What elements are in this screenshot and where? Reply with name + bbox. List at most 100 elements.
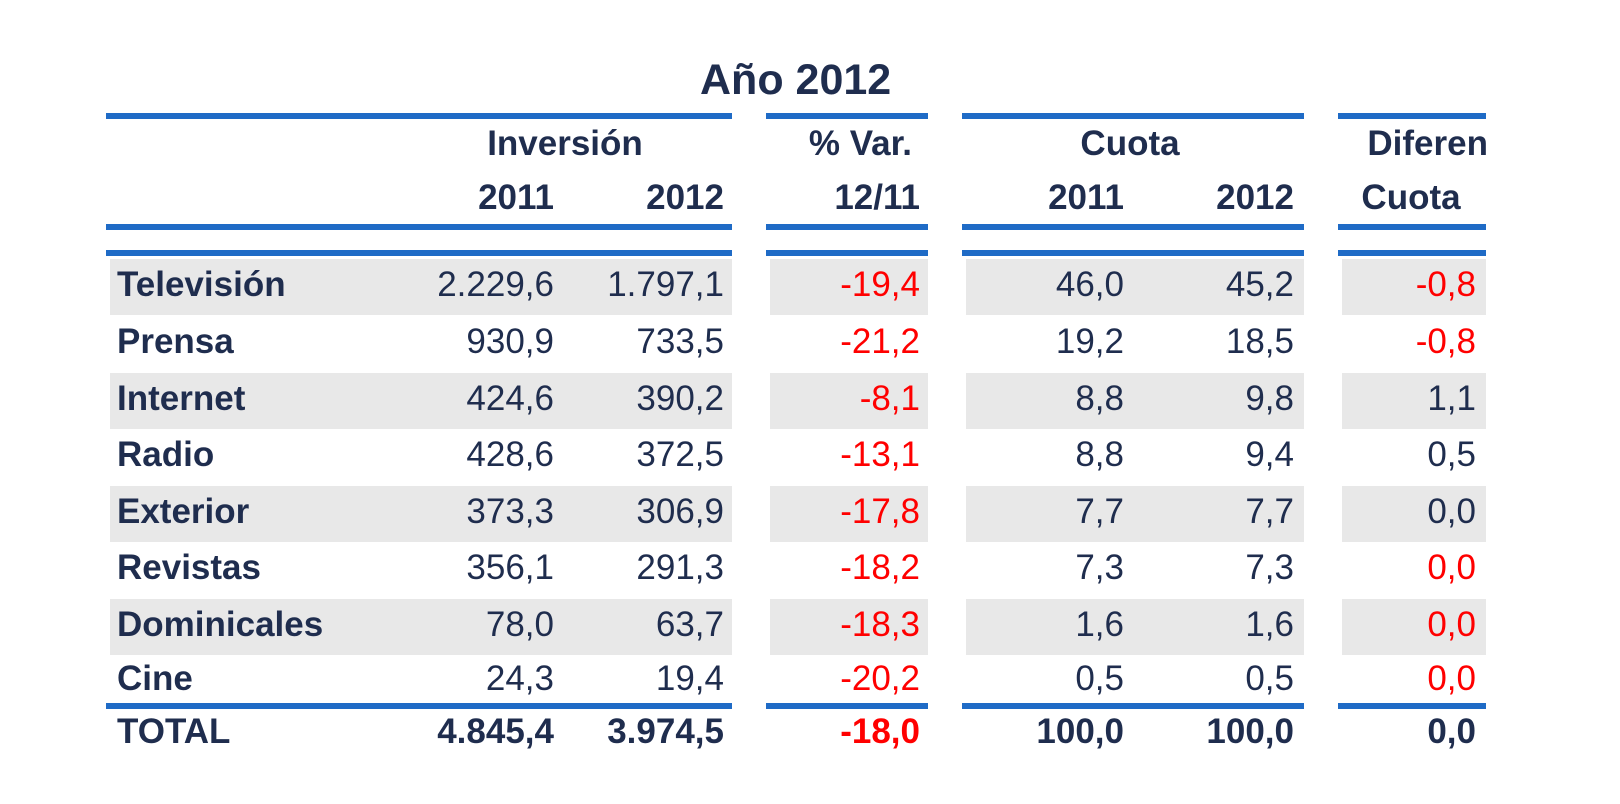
cell-cuota-2011: 46,0 bbox=[1055, 265, 1124, 304]
cell-var: -20,2 bbox=[840, 659, 920, 698]
cell-cuota-2011: 7,3 bbox=[1075, 548, 1124, 587]
header-var-bottom: 12/11 bbox=[834, 178, 920, 217]
band-dif bbox=[1342, 373, 1486, 429]
rule-header-cuota bbox=[962, 224, 1304, 230]
cell-dif: 0,5 bbox=[1427, 435, 1476, 474]
row-label: Radio bbox=[117, 435, 215, 474]
cell-var: -19,4 bbox=[840, 265, 920, 304]
cell-dif: 1,1 bbox=[1427, 379, 1476, 418]
cell-cuota-2011: 0,5 bbox=[1075, 659, 1124, 698]
cell-cuota-2011: 8,8 bbox=[1075, 379, 1124, 418]
cell-cuota-2011: 8,8 bbox=[1075, 435, 1124, 474]
band-inversion bbox=[110, 486, 732, 542]
total-cuota-2012: 100,0 bbox=[1206, 712, 1294, 751]
total-dif: 0,0 bbox=[1427, 712, 1476, 751]
cell-var: -18,3 bbox=[840, 605, 920, 644]
band-var bbox=[770, 599, 928, 655]
cell-cuota-2012: 0,5 bbox=[1245, 659, 1294, 698]
total-label: TOTAL bbox=[117, 712, 231, 751]
cell-inv-2012: 19,4 bbox=[655, 659, 724, 698]
cell-inv-2011: 424,6 bbox=[466, 379, 554, 418]
row-label: Internet bbox=[117, 379, 246, 418]
band-dif bbox=[1342, 486, 1486, 542]
rule-header-dif bbox=[1338, 224, 1486, 230]
band-dif bbox=[1342, 599, 1486, 655]
cell-cuota-2011: 7,7 bbox=[1075, 492, 1124, 531]
cell-dif: 0,0 bbox=[1427, 548, 1476, 587]
rule-header-var bbox=[766, 224, 928, 230]
cell-inv-2012: 1.797,1 bbox=[607, 265, 724, 304]
cell-cuota-2012: 7,7 bbox=[1245, 492, 1294, 531]
cell-var: -8,1 bbox=[859, 379, 920, 418]
cell-cuota-2011: 19,2 bbox=[1055, 322, 1124, 361]
band-inversion bbox=[110, 259, 732, 315]
band-cuota bbox=[966, 486, 1304, 542]
band-var bbox=[770, 373, 928, 429]
band-var bbox=[770, 259, 928, 315]
cell-cuota-2012: 1,6 bbox=[1245, 605, 1294, 644]
cell-cuota-2012: 45,2 bbox=[1225, 265, 1294, 304]
header-var-top: % Var. bbox=[808, 124, 912, 163]
band-inversion bbox=[110, 599, 732, 655]
cell-inv-2011: 373,3 bbox=[466, 492, 554, 531]
header-dif-top: Diferen bbox=[1367, 124, 1488, 163]
total-inv-2011: 4.845,4 bbox=[437, 712, 554, 751]
header-inv-2011: 2011 bbox=[478, 178, 554, 217]
row-label: Televisión bbox=[117, 265, 286, 304]
cell-inv-2012: 733,5 bbox=[636, 322, 724, 361]
rule-top-var bbox=[766, 113, 928, 119]
total-cuota-2011: 100,0 bbox=[1036, 712, 1124, 751]
cell-dif: -0,8 bbox=[1415, 265, 1476, 304]
rule-total-var bbox=[766, 703, 928, 709]
cell-inv-2012: 291,3 bbox=[636, 548, 724, 587]
band-dif bbox=[1342, 259, 1486, 315]
row-label: Revistas bbox=[117, 548, 261, 587]
cell-dif: 0,0 bbox=[1427, 492, 1476, 531]
row-label: Cine bbox=[117, 659, 193, 698]
cell-inv-2011: 78,0 bbox=[485, 605, 554, 644]
rule-top-dif bbox=[1338, 113, 1486, 119]
rule-total-cuota bbox=[962, 703, 1304, 709]
cell-inv-2011: 24,3 bbox=[485, 659, 554, 698]
rule-body-cuota bbox=[962, 250, 1304, 256]
rule-body-dif bbox=[1338, 250, 1486, 256]
cell-var: -18,2 bbox=[840, 548, 920, 587]
cell-cuota-2012: 18,5 bbox=[1225, 322, 1294, 361]
rule-total-dif bbox=[1338, 703, 1486, 709]
cell-cuota-2012: 7,3 bbox=[1245, 548, 1294, 587]
rule-body-var bbox=[766, 250, 928, 256]
cell-inv-2011: 2.229,6 bbox=[437, 265, 554, 304]
row-label: Prensa bbox=[117, 322, 234, 361]
cell-dif: -0,8 bbox=[1415, 322, 1476, 361]
header-inversion: Inversión bbox=[487, 124, 643, 163]
cell-var: -17,8 bbox=[840, 492, 920, 531]
band-cuota bbox=[966, 259, 1304, 315]
cell-inv-2012: 63,7 bbox=[655, 605, 724, 644]
total-inv-2012: 3.974,5 bbox=[607, 712, 724, 751]
rule-top-inversion bbox=[106, 113, 732, 119]
cell-cuota-2012: 9,8 bbox=[1245, 379, 1294, 418]
cell-cuota-2012: 9,4 bbox=[1245, 435, 1294, 474]
cell-inv-2011: 356,1 bbox=[466, 548, 554, 587]
cell-cuota-2011: 1,6 bbox=[1075, 605, 1124, 644]
header-inv-2012: 2012 bbox=[646, 178, 724, 217]
row-label: Exterior bbox=[117, 492, 250, 531]
band-inversion bbox=[110, 373, 732, 429]
header-cuota-2011: 2011 bbox=[1048, 178, 1124, 217]
cell-dif: 0,0 bbox=[1427, 659, 1476, 698]
band-var bbox=[770, 486, 928, 542]
cell-inv-2011: 930,9 bbox=[466, 322, 554, 361]
page-title: Año 2012 bbox=[700, 56, 892, 104]
band-cuota bbox=[966, 599, 1304, 655]
cell-inv-2012: 372,5 bbox=[636, 435, 724, 474]
cell-inv-2011: 428,6 bbox=[466, 435, 554, 474]
band-cuota bbox=[966, 373, 1304, 429]
row-label: Dominicales bbox=[117, 605, 324, 644]
rule-body-inversion bbox=[106, 250, 732, 256]
header-cuota: Cuota bbox=[1080, 124, 1180, 163]
rule-total-inversion bbox=[106, 703, 732, 709]
header-dif-bottom: Cuota bbox=[1361, 178, 1461, 217]
cell-var: -13,1 bbox=[840, 435, 920, 474]
cell-inv-2012: 390,2 bbox=[636, 379, 724, 418]
rule-top-cuota bbox=[962, 113, 1304, 119]
